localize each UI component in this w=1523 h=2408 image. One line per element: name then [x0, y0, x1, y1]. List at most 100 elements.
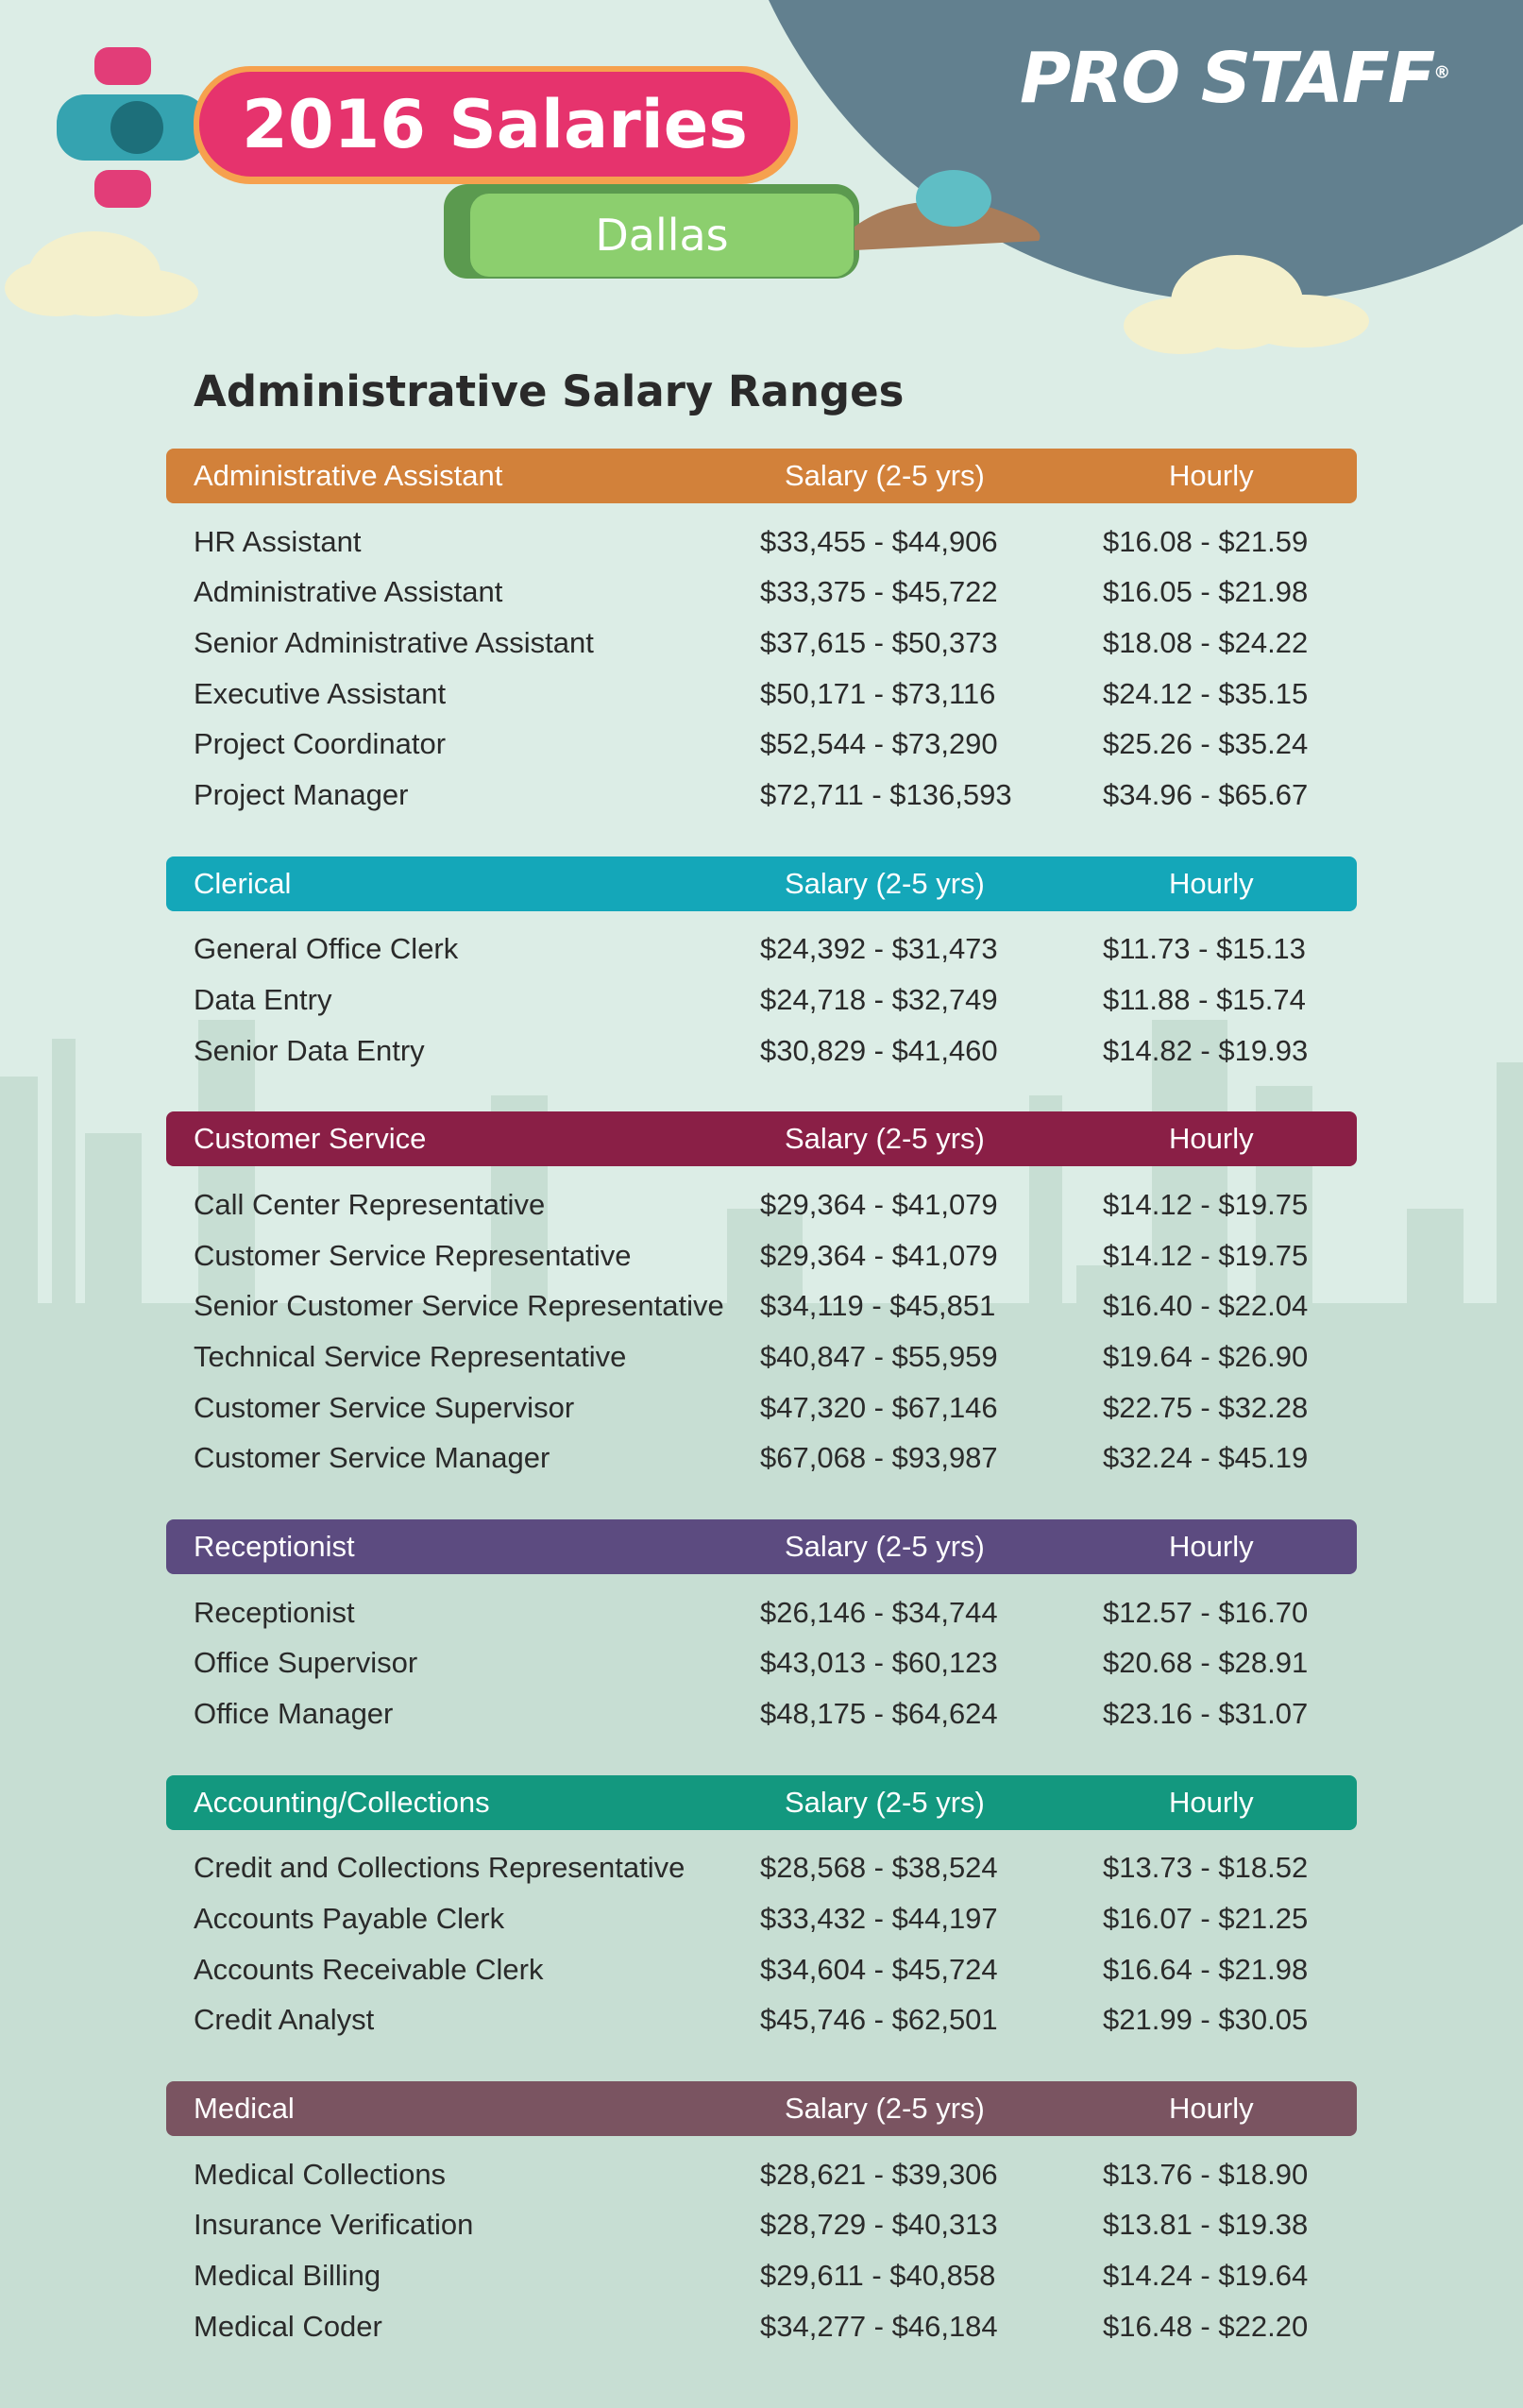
column-header: Salary (2-5 yrs) [785, 2092, 985, 2126]
column-header: Clerical [194, 866, 292, 900]
cell: $14.12 - $19.75 [1103, 1238, 1309, 1272]
cell: $40,847 - $55,959 [760, 1339, 998, 1373]
row: Project Coordinator $52,544 - $73,290 $25.… [166, 719, 1357, 770]
row: Accounts Receivable Clerk $34,604 - $45,7… [166, 1944, 1357, 1995]
cell: $34,604 - $45,724 [760, 1952, 998, 1986]
section-header: Accounting/Collections Salary (2-5 yrs) Ho… [166, 1774, 1357, 1830]
cell: General Office Clerk [194, 932, 459, 966]
banner-ship [57, 47, 1041, 279]
section-header: Customer Service Salary (2-5 yrs) Hourly [166, 1111, 1357, 1167]
row: Project Manager $72,711 - $136,593 $34.96 … [166, 770, 1357, 821]
cell: Technical Service Representative [194, 1339, 627, 1373]
row: Senior Data Entry $30,829 - $41,460 $14.82… [166, 1026, 1357, 1077]
cell: $45,746 - $62,501 [760, 2003, 998, 2037]
cell: $12.57 - $16.70 [1103, 1595, 1309, 1629]
city-skyline [0, 1020, 1523, 2408]
cell: $34,277 - $46,184 [760, 2309, 998, 2343]
cell: $47,320 - $67,146 [760, 1390, 998, 1424]
section: Medical Salary (2-5 yrs) Hourly Medical Col… [166, 2081, 1357, 2351]
cell: $33,432 - $44,197 [760, 1902, 998, 1936]
column-header: Hourly [1169, 1785, 1254, 1819]
clouds [5, 231, 1369, 354]
column-header: Hourly [1169, 866, 1254, 900]
rows: HR Assistant $33,455 - $44,906 $16.08 - $2… [166, 503, 1357, 821]
cell: $14.82 - $19.93 [1103, 1033, 1309, 1067]
cell: $18.08 - $24.22 [1103, 625, 1309, 659]
subtitle: Dallas [595, 210, 729, 261]
section: Receptionist Salary (2-5 yrs) Hourly Recept… [166, 1518, 1357, 1739]
section-header: Administrative Assistant Salary (2-5 yrs)… [166, 449, 1357, 503]
cell: $29,364 - $41,079 [760, 1188, 998, 1222]
logo: PRO STAFF® [1020, 38, 1450, 119]
column-header: Hourly [1169, 1529, 1254, 1563]
cell: $52,544 - $73,290 [760, 727, 998, 761]
cell: $20.68 - $28.91 [1103, 1646, 1309, 1680]
cell: $16.64 - $21.98 [1103, 1952, 1309, 1986]
cell: Credit and Collections Representative [194, 1851, 685, 1885]
row: Insurance Verification $28,729 - $40,313 $… [166, 2200, 1357, 2251]
cell: $11.88 - $15.74 [1103, 982, 1306, 1016]
cell: Project Manager [194, 777, 409, 811]
tables: Administrative Assistant Salary (2-5 yrs)… [166, 449, 1357, 2387]
rows: Call Center Representative $29,364 - $41,… [166, 1166, 1357, 1484]
title: 2016 Salaries [242, 85, 748, 163]
row: Technical Service Representative $40,847 … [166, 1331, 1357, 1382]
cell: $25.26 - $35.24 [1103, 727, 1309, 761]
row: Customer Service Supervisor $47,320 - $67… [166, 1382, 1357, 1433]
section-header: Medical Salary (2-5 yrs) Hourly [166, 2081, 1357, 2137]
cell: Senior Administrative Assistant [194, 625, 594, 659]
column-header: Receptionist [194, 1529, 355, 1563]
heading: Administrative Salary Ranges [194, 366, 905, 416]
cell: Call Center Representative [194, 1188, 546, 1222]
cell: Credit Analyst [194, 2003, 375, 2037]
row: Medical Billing $29,611 - $40,858 $14.24 -… [166, 2250, 1357, 2301]
cell: $34,119 - $45,851 [760, 1289, 996, 1323]
cell: $48,175 - $64,624 [760, 1696, 998, 1730]
cell: $28,621 - $39,306 [760, 2157, 998, 2191]
row: Administrative Assistant $33,375 - $45,72… [166, 568, 1357, 619]
rows: Medical Collections $28,621 - $39,306 $13.… [166, 2136, 1357, 2351]
cell: $19.64 - $26.90 [1103, 1339, 1309, 1373]
cell: Administrative Assistant [194, 575, 503, 609]
row: Senior Customer Service Representative $3… [166, 1281, 1357, 1332]
section: Administrative Assistant Salary (2-5 yrs)… [166, 449, 1357, 821]
row: Office Supervisor $43,013 - $60,123 $20.68… [166, 1638, 1357, 1689]
cell: $24,392 - $31,473 [760, 932, 998, 966]
row: Credit Analyst $45,746 - $62,501 $21.99 - … [166, 1994, 1357, 2045]
cell: $72,711 - $136,593 [760, 777, 1012, 811]
row: Customer Service Representative $29,364 -… [166, 1230, 1357, 1281]
cell: HR Assistant [194, 524, 362, 558]
cell: $30,829 - $41,460 [760, 1033, 998, 1067]
column-header: Salary (2-5 yrs) [785, 1785, 985, 1819]
cell: $11.73 - $15.13 [1103, 932, 1306, 966]
section: Accounting/Collections Salary (2-5 yrs) Ho… [166, 1774, 1357, 2045]
cell: $43,013 - $60,123 [760, 1646, 998, 1680]
column-header: Salary (2-5 yrs) [785, 459, 985, 492]
row: Accounts Payable Clerk $33,432 - $44,197 $… [166, 1893, 1357, 1944]
cell: $14.12 - $19.75 [1103, 1188, 1309, 1222]
cell: $28,568 - $38,524 [760, 1851, 998, 1885]
column-header: Accounting/Collections [194, 1785, 490, 1819]
cell: $16.48 - $22.20 [1103, 2309, 1309, 2343]
column-header: Salary (2-5 yrs) [785, 1122, 985, 1156]
cell: $26,146 - $34,744 [760, 1595, 998, 1629]
cell: Receptionist [194, 1595, 355, 1629]
column-header: Salary (2-5 yrs) [785, 866, 985, 900]
cell: $13.73 - $18.52 [1103, 1851, 1309, 1885]
row: Medical Collections $28,621 - $39,306 $13.… [166, 2149, 1357, 2200]
cell: $29,611 - $40,858 [760, 2259, 996, 2293]
cell: Customer Service Representative [194, 1238, 632, 1272]
cell: $23.16 - $31.07 [1103, 1696, 1309, 1730]
cell: Project Coordinator [194, 727, 447, 761]
row: Executive Assistant $50,171 - $73,116 $24.… [166, 669, 1357, 720]
column-header: Customer Service [194, 1122, 427, 1156]
cell: $37,615 - $50,373 [760, 625, 998, 659]
section-header: Receptionist Salary (2-5 yrs) Hourly [166, 1518, 1357, 1574]
section: Clerical Salary (2-5 yrs) Hourly General Of… [166, 856, 1357, 1077]
logo-mark: ® [1433, 62, 1450, 83]
column-header: Administrative Assistant [194, 459, 503, 492]
column-header: Medical [194, 2092, 295, 2126]
cell: $34.96 - $65.67 [1103, 777, 1309, 811]
